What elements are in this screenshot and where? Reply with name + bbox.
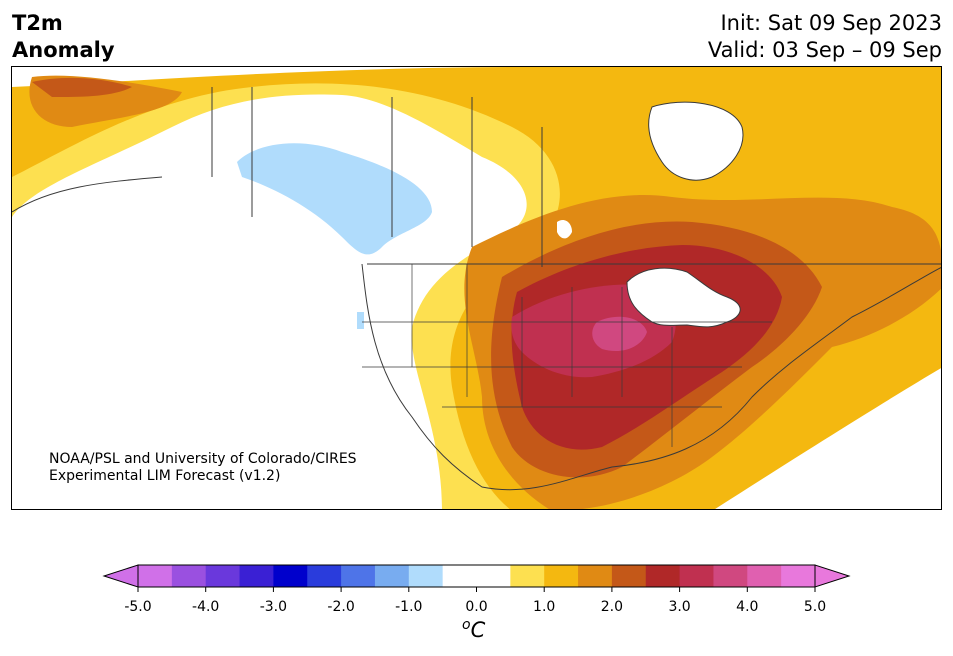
anomaly-band-dark-orange-nw [32, 77, 132, 97]
colorbar-tick-label: 0.0 [465, 599, 488, 615]
colorbar-tick-label: -3.0 [259, 599, 288, 615]
colorbar-tick-label: 2.0 [600, 599, 624, 615]
valid-range: Valid: 03 Sep – 09 Sep [707, 38, 942, 62]
colorbar-segment [510, 565, 545, 587]
colorbar-segment [138, 565, 173, 587]
lake-winnipeg [557, 220, 572, 239]
colorbar-tick-label: -4.0 [192, 599, 220, 615]
colorbar-segment [442, 565, 477, 587]
colorbar-segment [171, 565, 207, 587]
map-title: T2m Anomaly [12, 10, 115, 64]
colorbar-tick-label: -5.0 [124, 599, 152, 615]
country-borders [12, 87, 941, 491]
anomaly-band-light-blue-small [357, 312, 364, 329]
state-lines [362, 264, 772, 447]
colorbar-segment [611, 565, 647, 587]
map-svg [12, 67, 941, 509]
anomaly-band-light-blue [237, 143, 432, 255]
colorbar-tick-label: 4.0 [736, 599, 759, 615]
colorbar-segment [374, 565, 410, 587]
colorbar-segment [544, 565, 579, 587]
init-date: Init: Sat 09 Sep 2023 [720, 11, 942, 35]
colorbar-tick-label: -1.0 [395, 599, 423, 615]
units-degree: o [462, 617, 471, 633]
credit-line-2: Experimental LIM Forecast (v1.2) [49, 468, 281, 484]
credit-text: NOAA/PSL and University of Colorado/CIRE… [49, 451, 357, 485]
colorbar-tick-label: -2.0 [327, 599, 355, 615]
units-letter: C [470, 618, 486, 642]
colorbar-segment [307, 565, 342, 587]
colorbar-segment [341, 565, 376, 587]
colorbar-tick-label: 5.0 [803, 599, 827, 615]
colorbar-segment [747, 565, 782, 587]
anomaly-band-rose [592, 316, 647, 352]
colorbar-segment [781, 565, 816, 587]
credit-line-1: NOAA/PSL and University of Colorado/CIRE… [49, 451, 357, 467]
forecast-dates: Init: Sat 09 Sep 2023 Valid: 03 Sep – 09… [708, 10, 942, 64]
colorbar-tick-label: 1.0 [533, 599, 556, 615]
colorbar-segment [273, 565, 308, 587]
title-variable: T2m [12, 11, 63, 35]
colorbar-segment [205, 565, 241, 587]
colorbar-extend-low [102, 564, 139, 588]
colorbar-segment [713, 565, 748, 587]
colorbar-segment [408, 565, 444, 587]
colorbar-units: oC [462, 617, 485, 642]
colorbar-tick-label: 3.0 [668, 599, 691, 615]
colorbar-segment [679, 565, 714, 587]
title-type: Anomaly [12, 38, 115, 62]
colorbar-segment [578, 565, 613, 587]
anomaly-map [11, 66, 942, 510]
hudson-bay [648, 101, 744, 181]
colorbar-extend-high [814, 564, 851, 588]
colorbar-segment [645, 565, 681, 587]
colorbar-segment [476, 565, 511, 587]
colorbar-segment [239, 565, 274, 587]
